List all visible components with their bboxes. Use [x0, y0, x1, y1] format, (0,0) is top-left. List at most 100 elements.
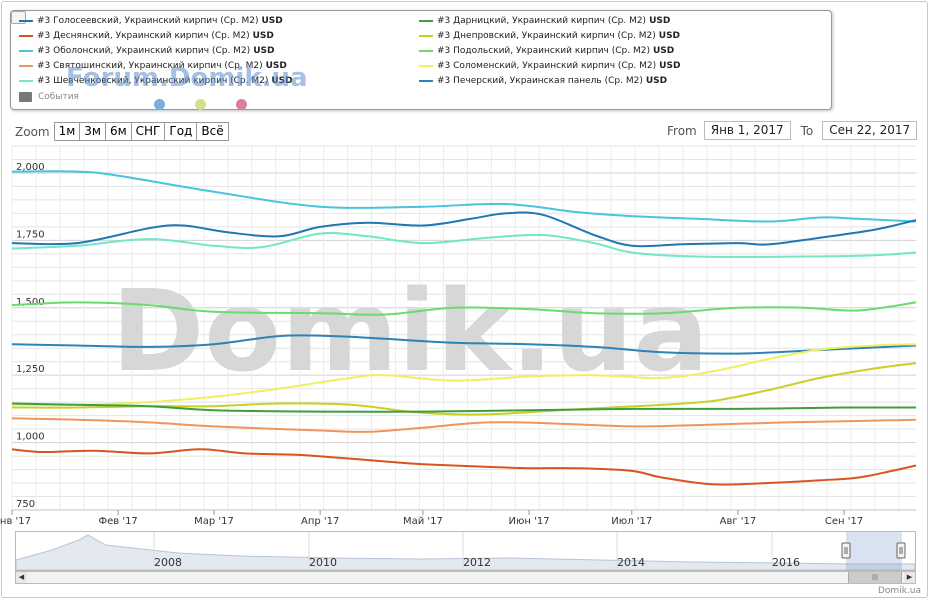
- zoom-bar: Zoom 1м 3м 6м СНГ Год Всё: [15, 122, 229, 141]
- range-selector: From Янв 1, 2017 To Сен 22, 2017: [667, 121, 918, 140]
- legend-item[interactable]: #3 Соломенский, Украинский кирпич (Ср. М…: [419, 61, 680, 71]
- legend-dot[interactable]: [154, 99, 165, 110]
- legend-events[interactable]: События: [19, 92, 79, 102]
- navigator-year-label: 2008: [154, 556, 182, 569]
- legend-swatch: [19, 80, 33, 82]
- legend-item[interactable]: #3 Дарницкий, Украинский кирпич (Ср. М2)…: [419, 16, 670, 26]
- legend-currency: USD: [261, 16, 283, 26]
- credit: Domik.ua: [878, 586, 921, 596]
- legend-swatch: [19, 35, 33, 37]
- zoom-all-button[interactable]: Всё: [196, 122, 229, 141]
- y-tick-label: 750: [16, 499, 35, 510]
- legend-item[interactable]: #3 Оболонский, Украинский кирпич (Ср. М2…: [19, 46, 274, 56]
- y-tick-label: 2,000: [16, 162, 45, 173]
- legend-item[interactable]: #3 Печерский, Украинская панель (Ср. М2)…: [419, 76, 667, 86]
- y-tick-label: 1,000: [16, 432, 45, 443]
- scroll-right-button[interactable]: ▶: [904, 572, 915, 583]
- series-line-5[interactable]: [11, 343, 917, 407]
- navigator-year-label: 2012: [463, 556, 491, 569]
- series-line-3[interactable]: [11, 301, 917, 316]
- x-tick-label: Авг '17: [720, 516, 757, 527]
- navigator-handle[interactable]: [896, 542, 906, 559]
- legend-label: #3 Днепровский, Украинский кирпич (Ср. М…: [437, 31, 656, 41]
- series-line-7[interactable]: [11, 402, 917, 413]
- x-tick-label: Мар '17: [194, 516, 234, 527]
- scroll-left-button[interactable]: ◀: [16, 572, 27, 583]
- legend-label: #3 Святошинский, Украинский кирпич (Ср. …: [37, 61, 263, 71]
- legend-label: #3 Печерский, Украинская панель (Ср. М2): [437, 76, 643, 86]
- legend-label: #3 Голосеевский, Украинский кирпич (Ср. …: [37, 16, 259, 26]
- to-label: To: [800, 123, 814, 138]
- legend-swatch: [419, 80, 433, 82]
- x-tick-label: Янв '17: [0, 516, 31, 527]
- series-line-9[interactable]: [11, 448, 917, 486]
- legend-currency: USD: [252, 31, 274, 41]
- legend-swatch: [19, 65, 33, 67]
- legend-label: #3 Оболонский, Украинский кирпич (Ср. М2…: [37, 46, 251, 56]
- x-tick-label: Май '17: [403, 516, 443, 527]
- series-line-0[interactable]: [11, 170, 917, 223]
- legend-currency: USD: [265, 61, 287, 71]
- legend-swatch: [19, 50, 33, 52]
- navigator-year-label: 2016: [772, 556, 800, 569]
- legend-item[interactable]: #3 Подольский, Украинский кирпич (Ср. М2…: [419, 46, 674, 56]
- to-date-input[interactable]: Сен 22, 2017: [822, 121, 918, 140]
- navigator-year-label: 2014: [617, 556, 645, 569]
- legend-swatch: [419, 35, 433, 37]
- series-line-6[interactable]: [11, 362, 917, 416]
- series-line-2[interactable]: [11, 232, 917, 258]
- x-tick-label: Апр '17: [301, 516, 339, 527]
- legend-swatch: [419, 65, 433, 67]
- legend-currency: USD: [658, 31, 681, 41]
- scrollbar[interactable]: ◀ ||| ▶: [15, 571, 916, 584]
- legend: #3 Голосеевский, Украинский кирпич (Ср. …: [10, 10, 832, 110]
- navigator[interactable]: [15, 531, 916, 571]
- navigator-series: [15, 534, 916, 571]
- y-tick-label: 1,750: [16, 229, 45, 240]
- zoom-6m-button[interactable]: 6м: [104, 122, 132, 141]
- legend-label: #3 Соломенский, Украинский кирпич (Ср. М…: [437, 61, 657, 71]
- navigator-handle[interactable]: [841, 542, 851, 559]
- legend-swatch: [19, 20, 33, 22]
- legend-dot[interactable]: [236, 99, 247, 110]
- forum-watermark: Forum.Domik.ua: [66, 63, 308, 93]
- legend-currency: USD: [652, 46, 675, 56]
- legend-item[interactable]: #3 Святошинский, Украинский кирпич (Ср. …: [19, 61, 287, 71]
- zoom-1m-button[interactable]: 1м: [53, 122, 81, 141]
- legend-item[interactable]: #3 Днепровский, Украинский кирпич (Ср. М…: [419, 31, 680, 41]
- events-icon: [19, 92, 32, 102]
- legend-currency: USD: [645, 76, 668, 86]
- navigator-year-label: 2010: [309, 556, 337, 569]
- legend-label: #3 Подольский, Украинский кирпич (Ср. М2…: [437, 46, 650, 56]
- legend-dot[interactable]: [195, 99, 206, 110]
- x-tick-label: Июл '17: [611, 516, 652, 527]
- legend-label: #3 Шевченковский, Украинский кирпич (Ср.…: [37, 76, 269, 86]
- legend-currency: USD: [271, 76, 293, 86]
- legend-currency: USD: [253, 46, 275, 56]
- legend-item[interactable]: #3 Деснянский, Украинский кирпич (Ср. М2…: [19, 31, 274, 41]
- legend-label: #3 Дарницкий, Украинский кирпич (Ср. М2): [437, 16, 647, 26]
- events-label: События: [38, 92, 79, 102]
- navigator-selection[interactable]: [846, 532, 902, 570]
- zoom-label: Zoom: [15, 124, 50, 139]
- legend-label: #3 Деснянский, Украинский кирпич (Ср. М2…: [37, 31, 250, 41]
- from-date-input[interactable]: Янв 1, 2017: [703, 121, 791, 140]
- legend-swatch: [419, 20, 433, 22]
- series-line-8[interactable]: [11, 417, 917, 433]
- zoom-1y-button[interactable]: Год: [164, 122, 198, 141]
- x-tick-label: Сен '17: [825, 516, 863, 527]
- series-line-4[interactable]: [11, 334, 917, 355]
- legend-item[interactable]: #3 Шевченковский, Украинский кирпич (Ср.…: [19, 76, 293, 86]
- legend-item[interactable]: #3 Голосеевский, Украинский кирпич (Ср. …: [19, 16, 283, 26]
- legend-swatch: [419, 50, 433, 52]
- zoom-3m-button[interactable]: 3м: [79, 122, 106, 141]
- series-line-1[interactable]: [11, 211, 917, 248]
- legend-currency: USD: [649, 16, 671, 26]
- x-tick-label: Фев '17: [98, 516, 137, 527]
- scroll-thumb[interactable]: |||: [848, 572, 902, 583]
- legend-currency: USD: [659, 61, 681, 71]
- y-tick-label: 1,500: [16, 297, 45, 308]
- zoom-ytd-button[interactable]: СНГ: [130, 122, 166, 141]
